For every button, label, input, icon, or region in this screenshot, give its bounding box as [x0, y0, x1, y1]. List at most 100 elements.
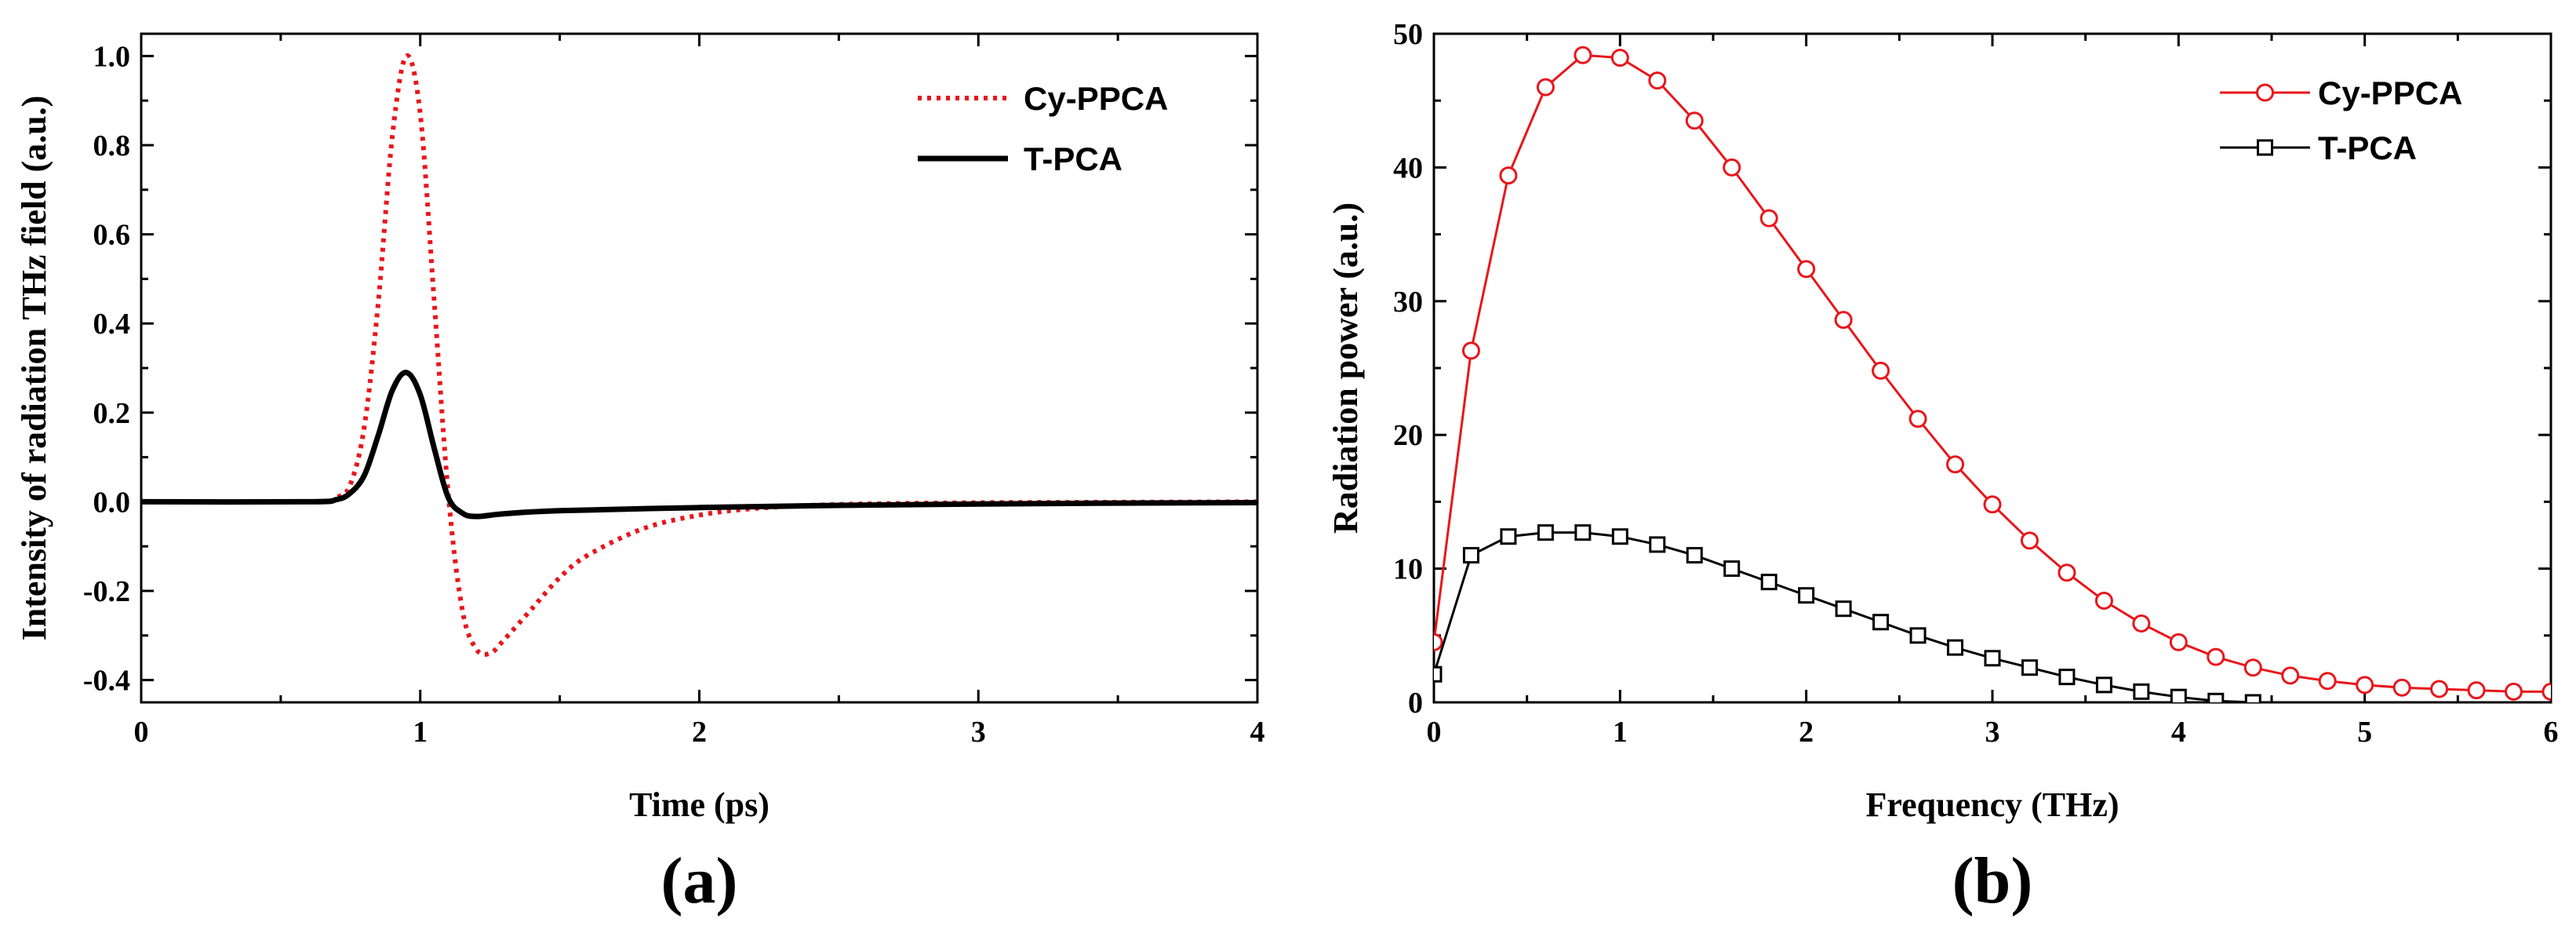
x-tick-label: 4	[1250, 716, 1265, 749]
x-tick-label: 2	[1799, 716, 1814, 749]
data-point-t-pca	[1500, 528, 1517, 545]
data-point-t-pca	[1760, 574, 1777, 591]
y-tick-label: 0	[1408, 687, 1423, 720]
data-point-cy-ppca	[1461, 341, 1480, 360]
data-point-t-pca	[1462, 547, 1479, 564]
data-point-t-pca	[1798, 587, 1815, 604]
x-tick-label: 3	[1985, 716, 2000, 749]
y-axis-label: Intensity of radiation THz field (a.u.)	[15, 96, 53, 641]
y-tick-label: 0.4	[93, 308, 131, 341]
data-point-cy-ppca	[2318, 672, 2337, 691]
x-axis-label: Frequency (THz)	[1865, 786, 2119, 824]
data-point-cy-ppca	[2169, 633, 2188, 651]
x-tick-label: 0	[1427, 716, 1442, 749]
data-point-t-pca	[1984, 650, 2001, 667]
data-point-cy-ppca	[1648, 71, 1667, 90]
data-point-cy-ppca	[2058, 563, 2076, 582]
data-point-t-pca	[2095, 676, 2112, 694]
legend: Cy-PPCA T-PCA	[918, 80, 1168, 177]
data-point-cy-ppca	[1536, 78, 1555, 97]
y-tick-label: 0.0	[93, 486, 131, 519]
x-tick-label: 6	[2544, 716, 2559, 749]
legend-label-cy-ppca: Cy-PPCA	[1024, 80, 1168, 117]
data-point-t-pca	[1947, 639, 1964, 656]
data-point-cy-ppca	[2356, 676, 2374, 694]
series-line-t-pca	[141, 370, 1257, 520]
x-axis-label: Time (ps)	[629, 786, 770, 824]
data-point-t-pca	[1872, 614, 1890, 631]
data-point-cy-ppca	[2392, 678, 2411, 697]
data-point-t-pca	[1434, 665, 1443, 683]
y-tick-label: 20	[1393, 419, 1423, 452]
data-point-t-pca	[1909, 627, 1927, 644]
x-tick-label: 5	[2357, 716, 2372, 749]
data-point-cy-ppca	[2505, 682, 2523, 701]
data-point-cy-ppca	[2243, 658, 2262, 677]
x-tick-label: 2	[692, 716, 707, 749]
data-point-t-pca	[2133, 683, 2150, 700]
data-point-t-pca	[1835, 600, 1852, 618]
data-point-cy-ppca	[1908, 410, 1927, 428]
data-point-cy-ppca	[1983, 495, 2002, 514]
data-point-t-pca	[1574, 524, 1592, 541]
data-point-cy-ppca	[2541, 682, 2551, 701]
data-point-cy-ppca	[2020, 531, 2039, 550]
y-tick-label: 40	[1393, 151, 1423, 184]
data-point-cy-ppca	[2430, 680, 2449, 698]
data-point-cy-ppca	[2094, 591, 2113, 610]
data-point-cy-ppca	[2207, 647, 2225, 666]
data-point-cy-ppca	[2467, 681, 2486, 700]
legend-marker-t-pca	[2257, 139, 2273, 156]
data-point-cy-ppca	[1834, 311, 1853, 330]
data-point-cy-ppca	[1759, 209, 1778, 228]
data-point-t-pca	[2058, 669, 2076, 686]
legend-marker-cy-ppca	[2256, 83, 2274, 102]
y-tick-label: 1.0	[93, 40, 131, 73]
data-point-cy-ppca	[1499, 166, 1518, 185]
legend-label-cy-ppca: Cy-PPCA	[2318, 75, 2462, 111]
data-point-cy-ppca	[1610, 49, 1629, 67]
data-point-t-pca	[1611, 528, 1628, 545]
data-point-t-pca	[2170, 688, 2187, 702]
x-tick-label: 1	[1613, 716, 1628, 749]
y-tick-label: 0.2	[93, 397, 131, 430]
data-point-cy-ppca	[1434, 633, 1443, 651]
data-point-t-pca	[2244, 694, 2261, 702]
data-point-cy-ppca	[1723, 158, 1741, 177]
y-tick-label: 30	[1393, 286, 1423, 319]
y-tick-label: 10	[1393, 553, 1423, 586]
x-tick-label: 3	[971, 716, 986, 749]
data-point-cy-ppca	[1685, 111, 1704, 130]
panel-a-chart: 0 1 2 3 4 -0.4 -0.2 0.0 0.2 0.4 0.6 0.8 1.0 Time (ps)…	[15, 32, 1265, 917]
data-point-cy-ppca	[1574, 46, 1592, 64]
plot-frame	[140, 32, 1259, 704]
data-point-cy-ppca	[1946, 455, 1965, 474]
data-point-cy-ppca	[1797, 260, 1816, 279]
legend-label-t-pca: T-PCA	[1024, 140, 1122, 177]
panel-b-chart: 0 1 2 3 4 5 6 0 10 20 30 40 50 Frequency (THz) Radiati…	[1326, 18, 2559, 917]
y-tick-label: -0.2	[83, 575, 130, 608]
data-point-t-pca	[1649, 536, 1666, 553]
data-point-t-pca	[2207, 692, 2225, 702]
data-area	[1434, 46, 2551, 702]
y-tick-label: 0.8	[93, 129, 131, 162]
x-tick-label: 4	[2171, 716, 2186, 749]
data-point-cy-ppca	[2132, 614, 2151, 633]
data-point-t-pca	[2021, 659, 2038, 676]
data-point-t-pca	[1537, 524, 1554, 541]
data-point-t-pca	[1723, 560, 1741, 578]
y-axis-label: Radiation power (a.u.)	[1326, 202, 1365, 534]
data-point-t-pca	[1686, 547, 1703, 564]
data-area	[141, 53, 1257, 658]
legend-label-t-pca: T-PCA	[2318, 129, 2417, 166]
y-tick-label: -0.4	[83, 665, 130, 698]
y-tick-label: 50	[1393, 18, 1423, 51]
data-point-cy-ppca	[1872, 361, 1890, 380]
data-point-cy-ppca	[2281, 666, 2300, 685]
y-tick-label: 0.6	[93, 219, 131, 252]
x-tick-label: 0	[134, 716, 149, 749]
panel-label: (b)	[1952, 844, 2033, 917]
panel-label: (a)	[661, 844, 738, 917]
legend: Cy-PPCA T-PCA	[2220, 75, 2462, 166]
